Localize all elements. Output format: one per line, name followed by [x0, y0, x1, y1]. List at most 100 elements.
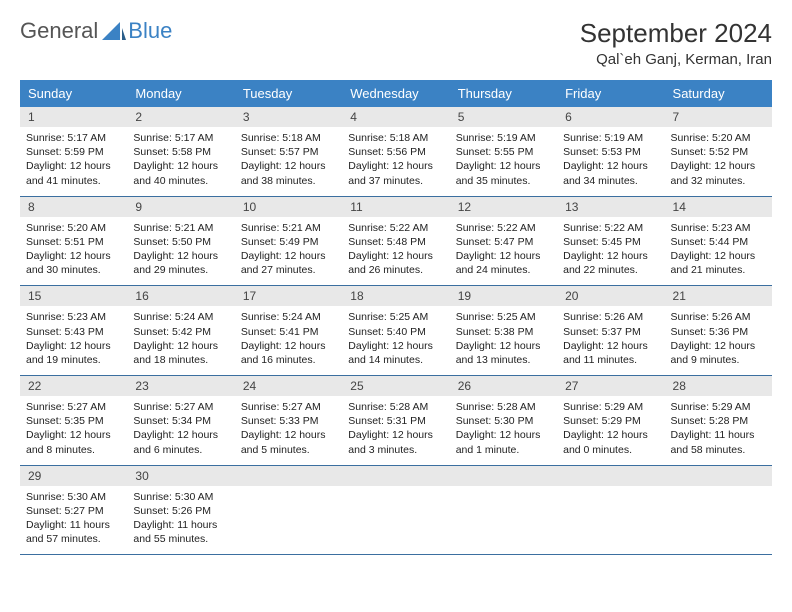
sunset-line: Sunset: 5:42 PM — [133, 325, 228, 339]
sunset-line: Sunset: 5:48 PM — [348, 235, 443, 249]
sunset-line: Sunset: 5:51 PM — [26, 235, 121, 249]
daynum-cell — [235, 465, 342, 486]
calendar-table: SundayMondayTuesdayWednesdayThursdayFrid… — [20, 80, 772, 555]
sunrise-line: Sunrise: 5:26 AM — [671, 310, 766, 324]
sunrise-line: Sunrise: 5:28 AM — [456, 400, 551, 414]
daylight-line: Daylight: 12 hours and 6 minutes. — [133, 428, 228, 456]
sunrise-line: Sunrise: 5:29 AM — [671, 400, 766, 414]
daylight-line: Daylight: 12 hours and 22 minutes. — [563, 249, 658, 277]
sunrise-line: Sunrise: 5:25 AM — [456, 310, 551, 324]
daynum-cell: 30 — [127, 465, 234, 486]
sunset-line: Sunset: 5:57 PM — [241, 145, 336, 159]
sunset-line: Sunset: 5:28 PM — [671, 414, 766, 428]
sunrise-line: Sunrise: 5:17 AM — [133, 131, 228, 145]
daynum-cell: 21 — [665, 286, 772, 307]
sunrise-line: Sunrise: 5:22 AM — [348, 221, 443, 235]
sunset-line: Sunset: 5:55 PM — [456, 145, 551, 159]
daylight-line: Daylight: 12 hours and 13 minutes. — [456, 339, 551, 367]
week-3-row: Sunrise: 5:23 AMSunset: 5:43 PMDaylight:… — [20, 306, 772, 375]
daynum-cell: 3 — [235, 107, 342, 127]
sunrise-line: Sunrise: 5:27 AM — [241, 400, 336, 414]
day-header-saturday: Saturday — [665, 80, 772, 107]
daynum-cell: 2 — [127, 107, 234, 127]
day-cell: Sunrise: 5:30 AMSunset: 5:27 PMDaylight:… — [20, 486, 127, 555]
daylight-line: Daylight: 12 hours and 24 minutes. — [456, 249, 551, 277]
daynum-cell: 10 — [235, 196, 342, 217]
sunset-line: Sunset: 5:43 PM — [26, 325, 121, 339]
daynum-cell — [342, 465, 449, 486]
daylight-line: Daylight: 12 hours and 0 minutes. — [563, 428, 658, 456]
day-cell: Sunrise: 5:21 AMSunset: 5:49 PMDaylight:… — [235, 217, 342, 286]
daylight-line: Daylight: 12 hours and 9 minutes. — [671, 339, 766, 367]
week-1-row: Sunrise: 5:17 AMSunset: 5:59 PMDaylight:… — [20, 127, 772, 196]
daylight-line: Daylight: 12 hours and 38 minutes. — [241, 159, 336, 187]
day-header-thursday: Thursday — [450, 80, 557, 107]
daynum-cell: 17 — [235, 286, 342, 307]
day-cell: Sunrise: 5:18 AMSunset: 5:56 PMDaylight:… — [342, 127, 449, 196]
daylight-line: Daylight: 12 hours and 1 minute. — [456, 428, 551, 456]
logo-text-blue: Blue — [128, 18, 172, 44]
day-cell — [557, 486, 664, 555]
daynum-cell: 14 — [665, 196, 772, 217]
daynum-cell: 28 — [665, 376, 772, 397]
day-cell — [235, 486, 342, 555]
daynum-cell: 7 — [665, 107, 772, 127]
day-cell: Sunrise: 5:28 AMSunset: 5:30 PMDaylight:… — [450, 396, 557, 465]
logo: General Blue — [20, 18, 172, 44]
sunrise-line: Sunrise: 5:30 AM — [133, 490, 228, 504]
daylight-line: Daylight: 12 hours and 21 minutes. — [671, 249, 766, 277]
sunrise-line: Sunrise: 5:24 AM — [241, 310, 336, 324]
daynum-cell: 18 — [342, 286, 449, 307]
sunset-line: Sunset: 5:31 PM — [348, 414, 443, 428]
sunset-line: Sunset: 5:47 PM — [456, 235, 551, 249]
sunset-line: Sunset: 5:38 PM — [456, 325, 551, 339]
daylight-line: Daylight: 12 hours and 16 minutes. — [241, 339, 336, 367]
sunrise-line: Sunrise: 5:28 AM — [348, 400, 443, 414]
day-cell: Sunrise: 5:22 AMSunset: 5:47 PMDaylight:… — [450, 217, 557, 286]
day-cell — [665, 486, 772, 555]
sunset-line: Sunset: 5:33 PM — [241, 414, 336, 428]
sunset-line: Sunset: 5:52 PM — [671, 145, 766, 159]
day-cell: Sunrise: 5:20 AMSunset: 5:52 PMDaylight:… — [665, 127, 772, 196]
sunset-line: Sunset: 5:40 PM — [348, 325, 443, 339]
daynum-cell: 12 — [450, 196, 557, 217]
sunset-line: Sunset: 5:49 PM — [241, 235, 336, 249]
sunset-line: Sunset: 5:45 PM — [563, 235, 658, 249]
daynum-cell: 16 — [127, 286, 234, 307]
daylight-line: Daylight: 11 hours and 57 minutes. — [26, 518, 121, 546]
sunrise-line: Sunrise: 5:18 AM — [348, 131, 443, 145]
sunrise-line: Sunrise: 5:24 AM — [133, 310, 228, 324]
sunset-line: Sunset: 5:56 PM — [348, 145, 443, 159]
sunrise-line: Sunrise: 5:29 AM — [563, 400, 658, 414]
day-cell: Sunrise: 5:26 AMSunset: 5:37 PMDaylight:… — [557, 306, 664, 375]
daynum-cell — [557, 465, 664, 486]
logo-sail-icon — [102, 22, 126, 40]
day-cell: Sunrise: 5:24 AMSunset: 5:41 PMDaylight:… — [235, 306, 342, 375]
daylight-line: Daylight: 12 hours and 32 minutes. — [671, 159, 766, 187]
day-cell: Sunrise: 5:29 AMSunset: 5:28 PMDaylight:… — [665, 396, 772, 465]
day-header-sunday: Sunday — [20, 80, 127, 107]
sunset-line: Sunset: 5:26 PM — [133, 504, 228, 518]
day-cell: Sunrise: 5:17 AMSunset: 5:58 PMDaylight:… — [127, 127, 234, 196]
day-header-friday: Friday — [557, 80, 664, 107]
sunrise-line: Sunrise: 5:27 AM — [133, 400, 228, 414]
week-4-row: Sunrise: 5:27 AMSunset: 5:35 PMDaylight:… — [20, 396, 772, 465]
sunrise-line: Sunrise: 5:18 AM — [241, 131, 336, 145]
daylight-line: Daylight: 12 hours and 8 minutes. — [26, 428, 121, 456]
day-cell: Sunrise: 5:17 AMSunset: 5:59 PMDaylight:… — [20, 127, 127, 196]
logo-text-general: General — [20, 18, 98, 44]
daynum-cell: 1 — [20, 107, 127, 127]
sunset-line: Sunset: 5:44 PM — [671, 235, 766, 249]
sunrise-line: Sunrise: 5:21 AM — [133, 221, 228, 235]
daynum-cell: 23 — [127, 376, 234, 397]
daynum-cell: 27 — [557, 376, 664, 397]
sunset-line: Sunset: 5:37 PM — [563, 325, 658, 339]
daynum-cell: 6 — [557, 107, 664, 127]
daynum-cell: 5 — [450, 107, 557, 127]
day-cell: Sunrise: 5:19 AMSunset: 5:55 PMDaylight:… — [450, 127, 557, 196]
day-cell: Sunrise: 5:20 AMSunset: 5:51 PMDaylight:… — [20, 217, 127, 286]
daynum-cell: 11 — [342, 196, 449, 217]
day-cell: Sunrise: 5:24 AMSunset: 5:42 PMDaylight:… — [127, 306, 234, 375]
daylight-line: Daylight: 12 hours and 40 minutes. — [133, 159, 228, 187]
day-cell: Sunrise: 5:19 AMSunset: 5:53 PMDaylight:… — [557, 127, 664, 196]
